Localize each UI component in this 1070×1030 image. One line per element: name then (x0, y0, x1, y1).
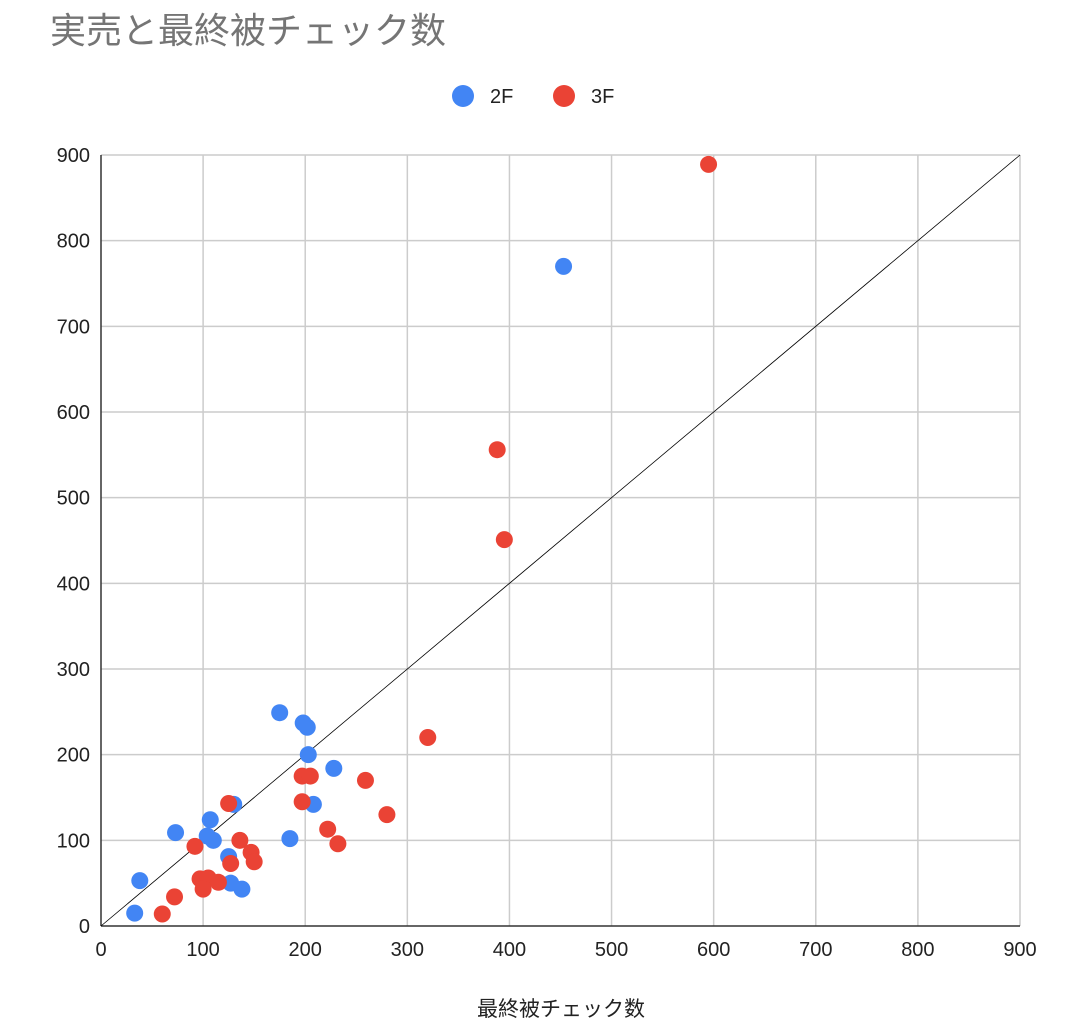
y-tick-label: 100 (57, 830, 90, 852)
data-point (301, 767, 319, 785)
tick-labels: 0 100 200 300 400 500 600 700 800 900 0 100 200 300 40… (57, 145, 1037, 961)
data-points (126, 155, 718, 923)
legend-label-3f: 3F (591, 86, 614, 108)
x-tick-label: 600 (697, 939, 730, 961)
legend-marker-3f (553, 85, 575, 107)
data-point (325, 759, 343, 777)
x-axis-title: 最終被チェック数 (477, 997, 645, 1021)
data-point (298, 718, 316, 736)
data-point (166, 888, 184, 906)
data-point (281, 830, 299, 848)
legend-marker-2f (452, 85, 474, 107)
y-tick-label: 900 (57, 145, 90, 167)
reference-line (100, 154, 1021, 927)
data-point (293, 793, 311, 811)
data-point (419, 729, 437, 747)
diagonal-reference-line (100, 154, 1021, 927)
x-tick-label: 500 (595, 939, 628, 961)
x-tick-label: 200 (289, 939, 322, 961)
x-tick-label: 400 (493, 939, 526, 961)
x-tick-label: 800 (901, 939, 934, 961)
data-point (329, 835, 347, 853)
x-tick-label: 0 (95, 939, 106, 961)
data-point (700, 155, 718, 173)
data-point (299, 746, 317, 764)
data-point (356, 771, 374, 789)
data-point (271, 704, 289, 722)
chart-title: 実売と最終被チェック数 (50, 11, 447, 52)
data-point (488, 441, 506, 459)
data-point (186, 837, 204, 855)
legend-label-2f: 2F (490, 86, 513, 108)
data-point (233, 880, 251, 898)
y-tick-label: 200 (57, 745, 90, 767)
y-tick-label: 300 (57, 659, 90, 681)
data-point (201, 811, 219, 829)
data-point (245, 853, 263, 871)
data-point (495, 531, 513, 549)
data-point (222, 854, 240, 872)
data-point (555, 257, 573, 275)
grid-lines (101, 154, 1021, 926)
data-point (220, 794, 238, 812)
legend: 2F 3F (452, 85, 614, 108)
y-tick-label: 800 (57, 231, 90, 253)
series-3f (153, 155, 718, 923)
y-tick-label: 600 (57, 402, 90, 424)
data-point (194, 880, 212, 898)
y-tick-label: 700 (57, 316, 90, 338)
data-point (167, 824, 185, 842)
data-point (204, 831, 222, 849)
y-tick-label: 0 (79, 916, 90, 938)
data-point (209, 873, 227, 891)
data-point (378, 806, 396, 824)
axes (100, 155, 1020, 927)
x-tick-label: 100 (186, 939, 219, 961)
data-point (126, 904, 144, 922)
x-tick-label: 700 (799, 939, 832, 961)
data-point (231, 831, 249, 849)
y-tick-label: 500 (57, 488, 90, 510)
x-tick-label: 900 (1003, 939, 1036, 961)
series-2f (126, 257, 573, 922)
data-point (131, 872, 149, 890)
x-tick-label: 300 (391, 939, 424, 961)
data-point (153, 905, 171, 923)
data-point (319, 820, 337, 838)
y-tick-label: 400 (57, 573, 90, 595)
